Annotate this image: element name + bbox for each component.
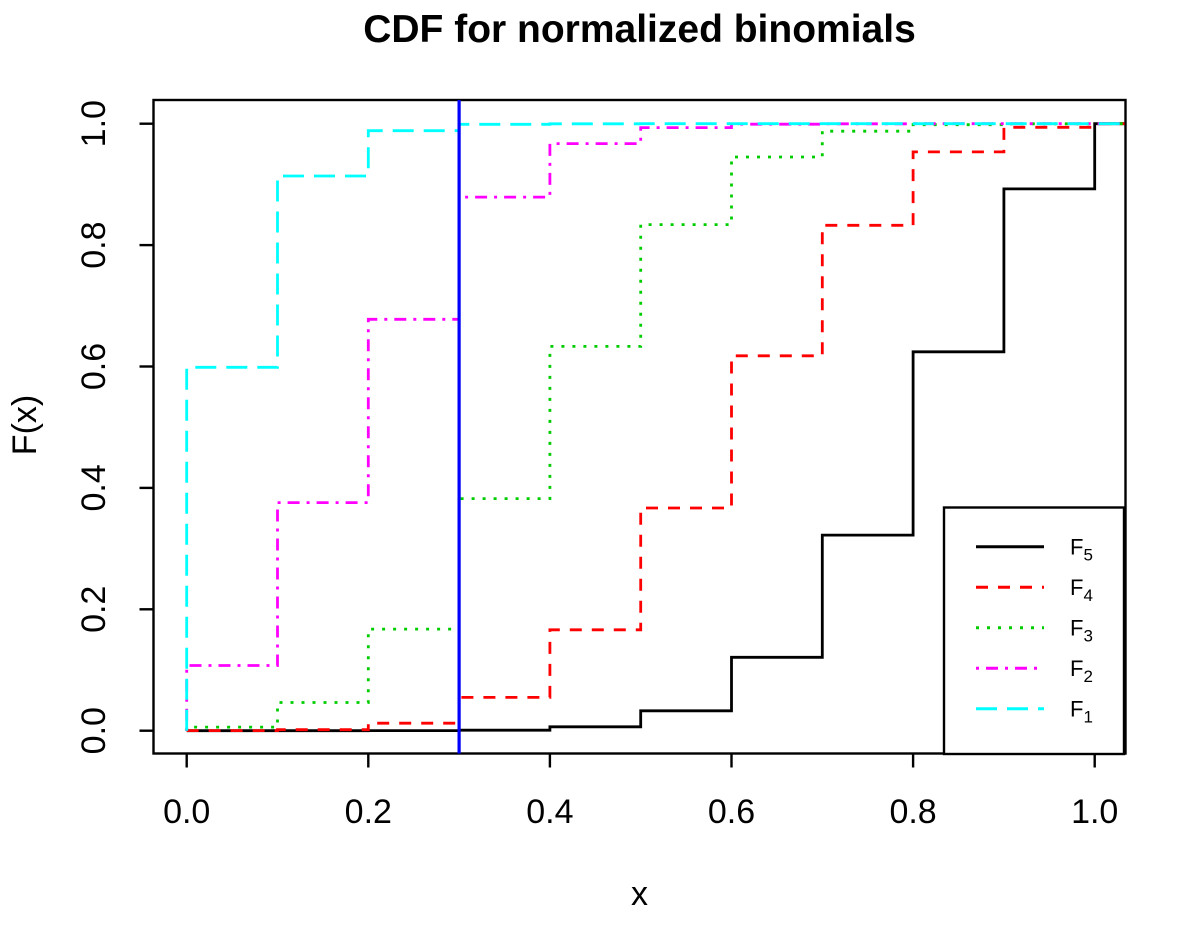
legend-label-F3: F3 [1070, 616, 1093, 646]
legend-label-F1: F1 [1070, 697, 1093, 727]
x-axis-tick-label: 0.6 [708, 793, 755, 831]
series-line-F5 [186, 122, 1125, 733]
x-axis-tick-label: 0.8 [889, 793, 936, 831]
legend-group: F5 F4 F3 F2 F1 [942, 506, 1126, 756]
y-axis-tick-label: 0.6 [75, 343, 113, 390]
legend-box [942, 506, 1126, 756]
x-axis-tick-label: 0.0 [163, 793, 210, 831]
y-axis-label: F(x) [6, 395, 44, 455]
y-axis-tick-label: 0.8 [75, 221, 113, 268]
y-axis-tick-label: 0.0 [75, 707, 113, 754]
x-axis-tick-label: 1.0 [1071, 793, 1118, 831]
curves-group [185, 122, 1125, 733]
x-axis-tick-label: 0.2 [345, 793, 392, 831]
legend-label-F4: F4 [1070, 575, 1093, 605]
y-axis-tick-label: 1.0 [75, 100, 113, 147]
series-line-F1 [185, 122, 1125, 731]
plot-title: CDF for normalized binomials [363, 8, 916, 51]
y-axis-tick-label: 0.4 [75, 464, 113, 511]
x-axis-label: x [631, 875, 648, 913]
x-axis-tick-label: 0.4 [526, 793, 573, 831]
y-axis-tick-label: 0.2 [75, 586, 113, 633]
legend-label-F2: F2 [1070, 656, 1093, 686]
axes-group: 0.0 0.2 0.4 0.6 0.8 1.0 0.0 0.2 0.4 0.6 0.8 1.0 [75, 98, 1127, 831]
legend-label-F5: F5 [1070, 535, 1093, 565]
plot-border [152, 98, 1127, 755]
series-line-F2 [185, 122, 1125, 731]
